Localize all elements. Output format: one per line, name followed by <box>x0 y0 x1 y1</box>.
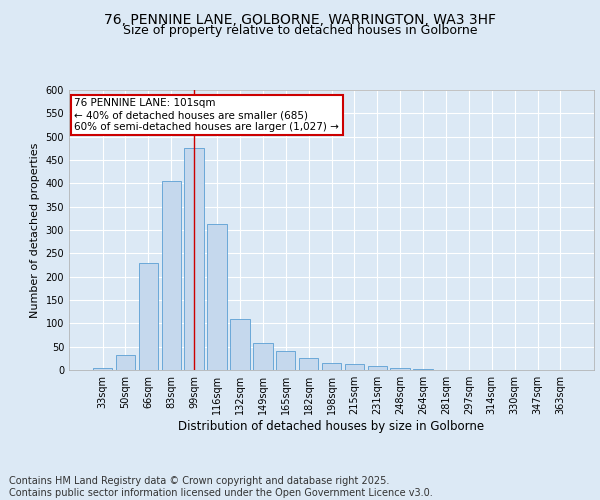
Text: 76 PENNINE LANE: 101sqm
← 40% of detached houses are smaller (685)
60% of semi-d: 76 PENNINE LANE: 101sqm ← 40% of detache… <box>74 98 339 132</box>
Bar <box>116 355 135 370</box>
Bar <box>253 344 272 370</box>
Bar <box>391 368 410 370</box>
Bar <box>208 224 227 370</box>
Bar <box>184 148 204 370</box>
Bar <box>344 364 364 370</box>
Text: Contains HM Land Registry data © Crown copyright and database right 2025.
Contai: Contains HM Land Registry data © Crown c… <box>9 476 433 498</box>
Text: Size of property relative to detached houses in Golborne: Size of property relative to detached ho… <box>123 24 477 37</box>
Bar <box>139 263 158 370</box>
Text: 76, PENNINE LANE, GOLBORNE, WARRINGTON, WA3 3HF: 76, PENNINE LANE, GOLBORNE, WARRINGTON, … <box>104 12 496 26</box>
Bar <box>299 358 319 370</box>
Bar <box>93 368 112 370</box>
X-axis label: Distribution of detached houses by size in Golborne: Distribution of detached houses by size … <box>178 420 485 433</box>
Bar <box>161 181 181 370</box>
Bar <box>368 366 387 370</box>
Bar <box>413 369 433 370</box>
Y-axis label: Number of detached properties: Number of detached properties <box>30 142 40 318</box>
Bar <box>322 363 341 370</box>
Bar <box>276 352 295 370</box>
Bar <box>230 318 250 370</box>
